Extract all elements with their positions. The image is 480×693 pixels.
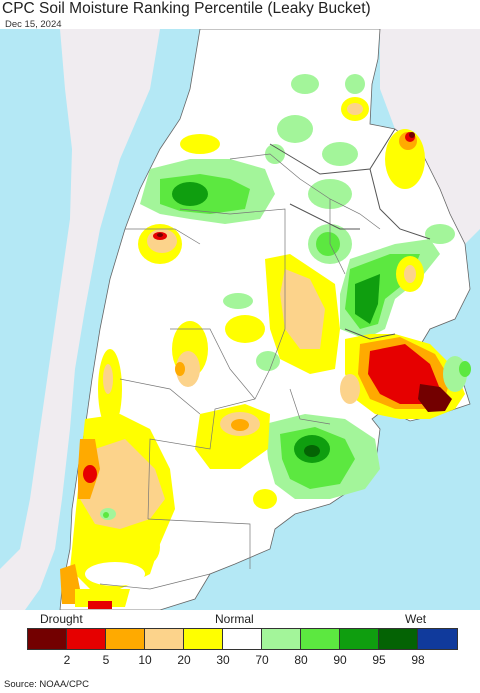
legend-wet-label: Wet	[405, 612, 427, 626]
patch-green-light	[322, 142, 358, 166]
legend-swatch	[262, 629, 301, 649]
province-boundaries	[99, 153, 381, 590]
patch-tan	[176, 351, 200, 387]
patch-green-light	[256, 351, 280, 371]
patch-green-dark	[172, 182, 208, 206]
patch-green-light	[345, 74, 365, 94]
patch-darkred	[157, 233, 163, 237]
legend-swatch	[223, 629, 262, 649]
patch-tan	[347, 103, 363, 115]
legend-tick-label: 20	[177, 653, 191, 667]
legend-tick-label: 10	[138, 653, 152, 667]
country-borders	[269, 128, 431, 340]
patch-orange	[231, 419, 249, 431]
patch-tan	[404, 265, 416, 283]
legend-tick-label: 70	[255, 653, 269, 667]
patch-green-light	[265, 144, 285, 164]
legend-swatch	[301, 629, 340, 649]
legend-tick-label: 5	[102, 653, 110, 667]
patch-red	[83, 465, 97, 483]
patch-darkred	[418, 384, 452, 412]
legend-color-bar	[27, 628, 458, 650]
legend-tick-label: 95	[372, 653, 386, 667]
legend-tick-label: 80	[294, 653, 308, 667]
patch-tan	[340, 374, 360, 404]
patch-yellow	[180, 134, 220, 154]
legend-swatch	[28, 629, 67, 649]
legend-drought-label: Drought	[40, 612, 83, 626]
patch-tan	[253, 489, 277, 509]
patch-yellow	[225, 315, 265, 343]
legend-normal-label: Normal	[215, 612, 254, 626]
patch-red	[88, 601, 112, 609]
patch-orange	[175, 362, 185, 376]
legend-tick-label: 90	[333, 653, 347, 667]
patch-tan	[80, 439, 165, 529]
legend-swatch	[67, 629, 106, 649]
legend-swatch	[418, 629, 457, 649]
patch-green-light	[308, 179, 352, 209]
legend-swatch	[145, 629, 184, 649]
patch-green-darkest	[304, 445, 320, 457]
patch-tan	[280, 269, 325, 349]
patch-darkred	[409, 132, 415, 138]
patch-green-light	[223, 293, 253, 309]
legend-tick-label: 30	[216, 653, 230, 667]
land-outside-west	[0, 29, 160, 610]
patch-green-mid	[459, 361, 471, 377]
moisture-patches	[60, 74, 471, 609]
legend-swatch	[106, 629, 145, 649]
legend: Drought Normal Wet 2 5 10 20 30 70 80 90 95 98	[0, 610, 480, 675]
patch-yellow	[130, 529, 160, 565]
legend-tick-label: 2	[63, 653, 71, 667]
patch-green-mid	[316, 232, 340, 256]
source-label: Source: NOAA/CPC	[4, 679, 89, 690]
legend-swatch	[340, 629, 379, 649]
patch-white	[85, 562, 145, 586]
page-title: CPC Soil Moisture Ranking Percentile (Le…	[2, 0, 371, 17]
legend-swatch	[379, 629, 418, 649]
patch-green-light	[425, 224, 455, 244]
patch-green-light	[277, 115, 313, 143]
patch-green-dark	[355, 274, 380, 324]
patch-green-mid	[103, 512, 109, 518]
patch-tan	[103, 364, 113, 394]
patch-green-light	[291, 74, 319, 94]
date-label: Dec 15, 2024	[5, 19, 62, 30]
land-outside-east	[380, 29, 480, 244]
legend-tick-label: 98	[411, 653, 425, 667]
soil-moisture-map	[0, 29, 480, 610]
legend-swatch	[184, 629, 223, 649]
